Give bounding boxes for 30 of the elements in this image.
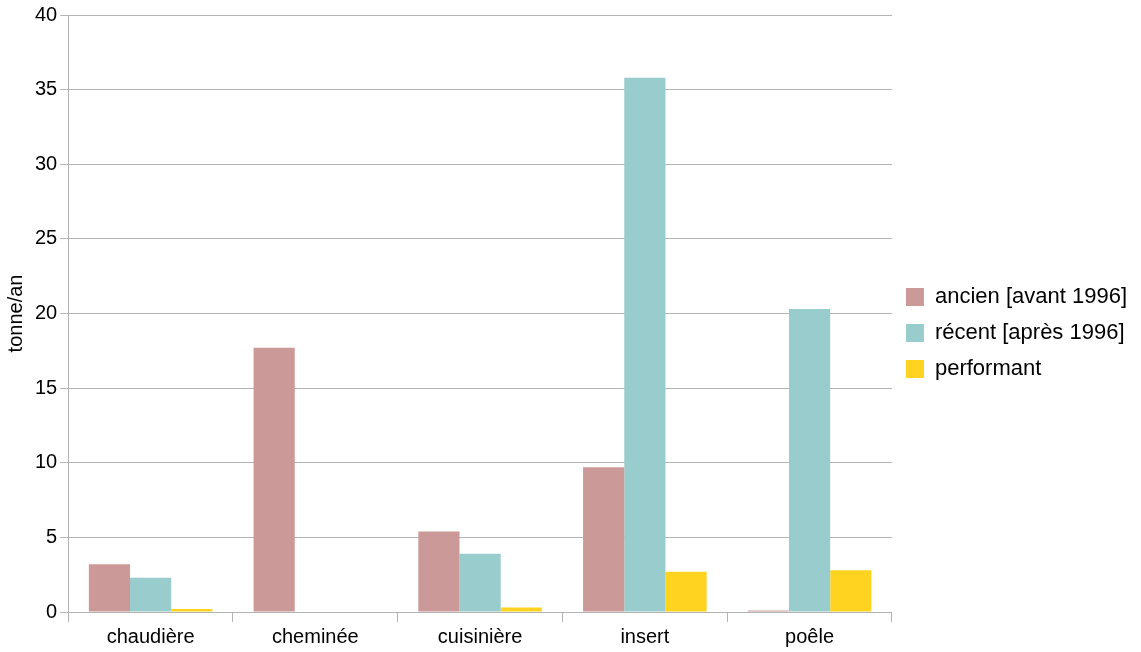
y-tick-label: 40 (35, 2, 58, 25)
x-tick-label: insert (620, 624, 670, 647)
y-tick-label: 35 (35, 77, 58, 100)
bar (253, 347, 295, 612)
bar (583, 467, 625, 612)
y-tick-label: 10 (35, 450, 58, 473)
bar (665, 571, 707, 612)
x-tick-label: cuisinière (437, 624, 523, 647)
bar (459, 553, 501, 612)
bar (624, 77, 666, 612)
y-tick-label: 5 (46, 524, 58, 547)
y-tick-label: 20 (35, 301, 58, 324)
bar (789, 309, 831, 612)
bar (130, 577, 172, 612)
x-tick-label: chaudière (106, 624, 195, 647)
legend-label: ancien [avant 1996] (934, 283, 1128, 309)
y-tick-label: 0 (46, 599, 58, 622)
bar (830, 570, 872, 612)
x-tick-label: cheminée (272, 624, 359, 647)
bar (171, 609, 213, 612)
legend-label: récent [après 1996] (934, 319, 1125, 345)
y-tick-label: 30 (35, 151, 58, 174)
y-tick-label: 15 (35, 375, 58, 398)
bar (500, 607, 542, 612)
legend-label: performant (934, 355, 1042, 381)
bar (418, 531, 460, 612)
y-axis-title: tonne/an (3, 274, 26, 353)
x-tick-label: poêle (785, 624, 835, 647)
y-tick-label: 25 (35, 226, 58, 249)
bar (88, 564, 131, 612)
